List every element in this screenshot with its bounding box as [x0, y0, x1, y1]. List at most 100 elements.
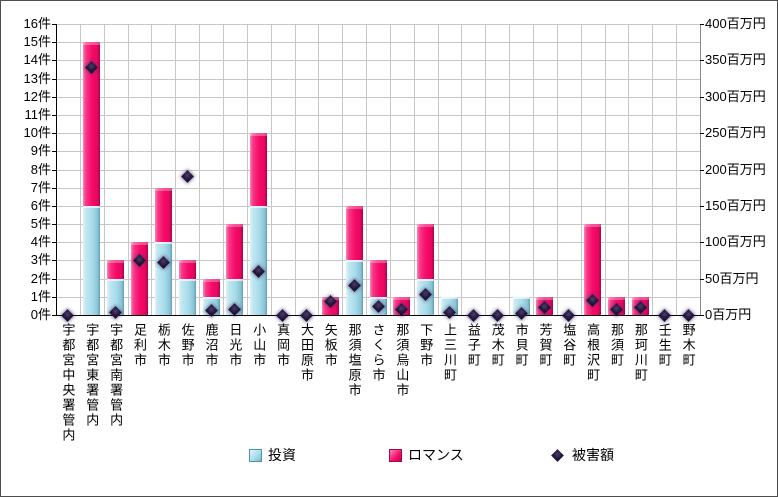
bar-segment-romance [417, 224, 435, 279]
x-axis-category-label: 壬生町 [652, 323, 676, 463]
x-axis-category-label: 宇都宮南署管内 [104, 323, 128, 463]
right-axis-label: 150百万円 [705, 197, 766, 213]
right-axis-label: 300百万円 [705, 88, 766, 104]
bar-segment-romance [250, 133, 268, 206]
category-label-text: 足利市 [131, 323, 147, 368]
category-label-text: 市貝町 [513, 323, 529, 368]
x-axis-category-label: 益子町 [461, 323, 485, 463]
bar-segment-invest [83, 205, 101, 315]
left-axis-tick [52, 60, 56, 62]
category-label-text: 壬生町 [656, 323, 672, 368]
left-axis-label: 7件 [30, 179, 51, 195]
damage-diamond-marker [276, 308, 289, 322]
bar-segment-romance [154, 187, 172, 243]
x-axis-category-label: 大田原市 [295, 323, 319, 463]
category-label-text: 鹿沼市 [203, 323, 219, 368]
category-label-text: 芳賀町 [537, 323, 553, 368]
category-label-text: 那須烏山市 [394, 323, 410, 398]
x-axis-category-label: 矢板市 [318, 323, 342, 463]
category-label-text: 茂木町 [489, 323, 505, 368]
v-gridline [509, 24, 511, 315]
v-gridline [318, 24, 320, 315]
x-axis-category-label: 上三川町 [438, 323, 462, 463]
h-gridline [56, 205, 700, 207]
left-axis-label: 15件 [23, 34, 51, 50]
damage-diamond-marker [61, 308, 75, 322]
x-axis-category-label: 高根沢町 [581, 323, 605, 463]
bar-segment-romance [226, 224, 244, 279]
category-label-text: 宇都宮中央署管内 [60, 323, 76, 443]
left-axis-tick [52, 278, 56, 280]
damage-diamond-marker [490, 308, 504, 322]
v-gridline [389, 24, 391, 315]
category-label-text: 那須塩原市 [346, 323, 362, 398]
category-label-text: さくら市 [370, 323, 386, 383]
bar-segment-romance [202, 278, 220, 297]
left-axis-label: 13件 [23, 70, 51, 86]
left-axis-label: 16件 [23, 16, 51, 31]
right-axis-tick [700, 24, 704, 25]
v-gridline [676, 24, 678, 315]
category-label-text: 塩谷町 [561, 323, 577, 368]
right-axis-tick [700, 60, 704, 62]
left-axis-tick [52, 260, 56, 262]
left-axis-label: 5件 [30, 216, 51, 232]
legend-label-romance: ロマンス [408, 447, 464, 463]
right-axis-tick [700, 315, 704, 316]
damage-diamond-marker [467, 308, 480, 322]
x-axis-category-label: 宇都宮東署管内 [80, 323, 104, 463]
bar-segment-romance [584, 224, 602, 315]
v-gridline [533, 24, 535, 315]
x-axis-category-label: 那須烏山市 [390, 323, 414, 463]
left-axis-label: 2件 [30, 270, 51, 286]
bar-segment-romance [178, 260, 196, 279]
right-axis-label: 0百万円 [705, 307, 752, 322]
v-gridline [199, 24, 201, 315]
invest-series-swatch-icon [249, 448, 262, 462]
v-gridline [103, 24, 105, 315]
bar-segment-invest [107, 278, 125, 315]
bar-segment-romance [83, 42, 101, 206]
legend-label-damage: 被害額 [572, 447, 614, 463]
x-axis-category-label: 市貝町 [509, 323, 533, 463]
category-label-text: 栃木市 [155, 323, 171, 368]
v-gridline [294, 24, 296, 315]
category-label-text: 大田原市 [298, 323, 314, 383]
h-gridline [56, 187, 700, 189]
x-axis-category-label: 真岡市 [271, 323, 295, 463]
v-gridline [270, 24, 272, 315]
left-axis-tick [52, 24, 56, 25]
bar-segment-invest [178, 278, 196, 315]
h-gridline [56, 114, 700, 116]
left-axis-tick [52, 133, 56, 135]
left-axis-label: 14件 [23, 52, 51, 68]
right-axis-tick [700, 205, 704, 207]
x-axis-category-label: 下野市 [414, 323, 438, 463]
x-axis-category-label: 芳賀町 [533, 323, 557, 463]
left-axis-tick [52, 114, 56, 116]
right-axis-tick [700, 169, 704, 171]
v-gridline [175, 24, 177, 315]
x-axis-category-label: 小山市 [247, 323, 271, 463]
legend-label-invest: 投資 [268, 447, 296, 463]
left-axis-tick [52, 242, 56, 244]
h-gridline [56, 24, 700, 25]
left-axis-label: 0件 [30, 307, 51, 322]
v-gridline [604, 24, 606, 315]
h-gridline [56, 151, 700, 153]
h-gridline [56, 224, 700, 226]
category-label-text: 上三川町 [442, 323, 458, 383]
x-axis-category-label: 那須町 [605, 323, 629, 463]
x-axis-category-label: 足利市 [128, 323, 152, 463]
left-axis-tick [52, 187, 56, 189]
x-axis-category-label: 宇都宮中央署管内 [56, 323, 80, 463]
right-axis-label: 400百万円 [705, 16, 766, 31]
x-axis-category-label: 日光市 [223, 323, 247, 463]
category-label-text: 宇都宮東署管内 [84, 323, 100, 428]
left-axis-label: 8件 [30, 161, 51, 177]
left-axis-label: 1件 [30, 288, 51, 304]
bar-segment-romance [345, 205, 363, 261]
left-axis-label: 10件 [23, 125, 51, 141]
left-axis-tick [52, 78, 56, 80]
bar-segment-invest [154, 242, 172, 315]
